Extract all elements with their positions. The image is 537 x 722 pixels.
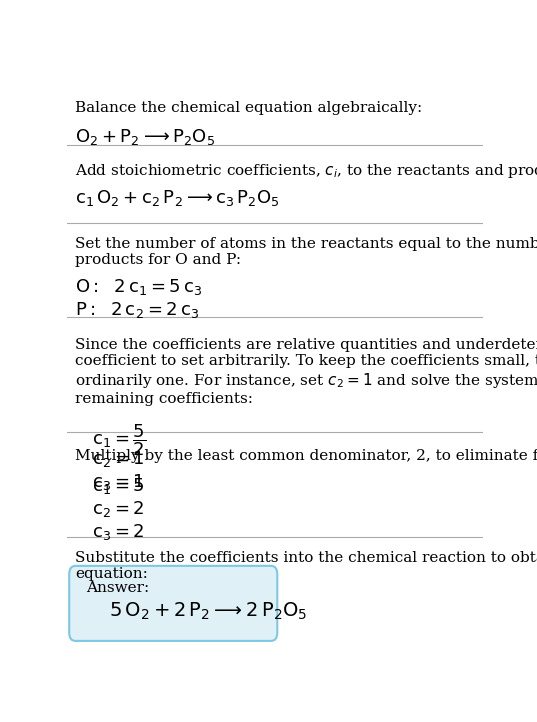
Text: $\mathrm{c_1 = 5}$: $\mathrm{c_1 = 5}$	[92, 476, 144, 496]
Text: $\mathrm{c_3 = 1}$: $\mathrm{c_3 = 1}$	[92, 472, 144, 492]
Text: Since the coefficients are relative quantities and underdetermined, choose a
coe: Since the coefficients are relative quan…	[75, 338, 537, 406]
Text: $\mathrm{O{:}\ \ 2\,c_1 = 5\,c_3}$: $\mathrm{O{:}\ \ 2\,c_1 = 5\,c_3}$	[75, 277, 203, 297]
Text: Balance the chemical equation algebraically:: Balance the chemical equation algebraica…	[75, 100, 423, 115]
Text: Answer:: Answer:	[86, 581, 149, 595]
Text: $\mathrm{c_2 = 2}$: $\mathrm{c_2 = 2}$	[92, 499, 144, 519]
Text: $\mathrm{c_3 = 2}$: $\mathrm{c_3 = 2}$	[92, 523, 144, 542]
FancyBboxPatch shape	[69, 566, 277, 641]
Text: $\mathrm{c_1 = \dfrac{5}{2}}$: $\mathrm{c_1 = \dfrac{5}{2}}$	[92, 422, 146, 458]
Text: $\mathrm{c_2 = 1}$: $\mathrm{c_2 = 1}$	[92, 449, 144, 469]
Text: $\mathrm{c_1\,O_2 + c_2\,P_2 \longrightarrow c_3\,P_2O_5}$: $\mathrm{c_1\,O_2 + c_2\,P_2 \longrighta…	[75, 188, 280, 209]
Text: $\mathrm{P{:}\ \ 2\,c_2 = 2\,c_3}$: $\mathrm{P{:}\ \ 2\,c_2 = 2\,c_3}$	[75, 300, 200, 320]
Text: Multiply by the least common denominator, 2, to eliminate fractional coefficient: Multiply by the least common denominator…	[75, 449, 537, 463]
Text: Substitute the coefficients into the chemical reaction to obtain the balanced
eq: Substitute the coefficients into the che…	[75, 551, 537, 581]
Text: $\mathrm{O_2 + P_2 \longrightarrow P_2O_5}$: $\mathrm{O_2 + P_2 \longrightarrow P_2O_…	[75, 127, 216, 147]
Text: Add stoichiometric coefficients, $c_i$, to the reactants and products:: Add stoichiometric coefficients, $c_i$, …	[75, 162, 537, 180]
Text: $\mathrm{5\,O_2 + 2\,P_2 \longrightarrow 2\,P_2O_5}$: $\mathrm{5\,O_2 + 2\,P_2 \longrightarrow…	[108, 601, 307, 622]
Text: Set the number of atoms in the reactants equal to the number of atoms in the
pro: Set the number of atoms in the reactants…	[75, 237, 537, 267]
